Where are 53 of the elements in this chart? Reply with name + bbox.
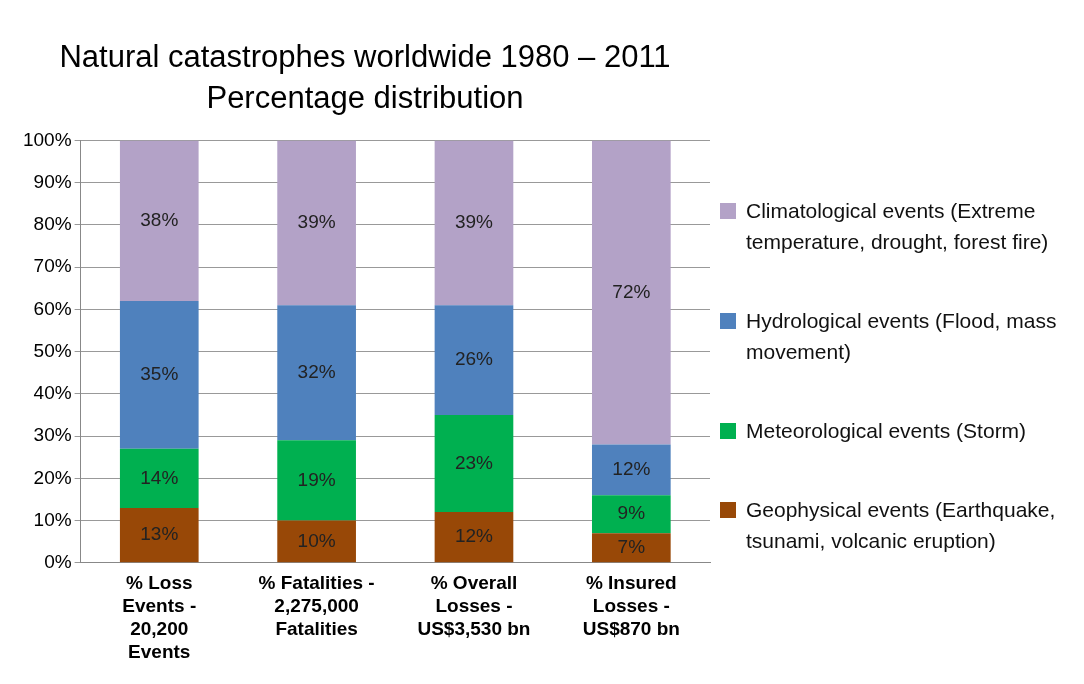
data-label: 72% — [612, 280, 651, 302]
data-label: 39% — [454, 211, 494, 232]
bar — [119, 448, 199, 508]
y-tick-label: 70% — [33, 255, 72, 277]
data-label: 23% — [454, 451, 494, 473]
bar — [277, 305, 356, 441]
y-tick-label: 60% — [33, 297, 72, 319]
data-label: 9% — [617, 502, 646, 524]
x-tick-label: % Overall Losses - US$3,530 bn — [417, 572, 531, 640]
data-label: 13% — [140, 523, 179, 545]
data-label: 26% — [454, 348, 494, 370]
data-label: 12% — [454, 525, 494, 547]
data-label: 7% — [617, 536, 646, 557]
y-tick-label: 10% — [33, 508, 72, 530]
data-label: 12% — [612, 458, 651, 480]
bar — [434, 512, 514, 563]
data-label: 32% — [297, 360, 336, 382]
bar — [434, 414, 514, 513]
data-label: 35% — [140, 363, 179, 385]
legend-label: Climatological events (Extreme temperature, drought, forest fire) — [746, 198, 1050, 255]
bar — [119, 140, 199, 301]
bar — [119, 300, 199, 449]
data-label: 19% — [297, 468, 336, 490]
data-label: 39% — [297, 211, 336, 232]
data-label: 10% — [297, 529, 336, 551]
bar — [591, 495, 671, 534]
data-label: 38% — [140, 208, 179, 230]
y-tick-label: 50% — [33, 339, 72, 361]
chart-subtitle: Percentage distribution — [206, 80, 524, 116]
bar — [434, 140, 514, 306]
bar — [277, 520, 356, 563]
y-tick-label: 80% — [33, 213, 72, 235]
bar — [277, 140, 356, 306]
x-tick-label: % Insured Losses - US$870 bn — [582, 572, 680, 640]
bar — [434, 305, 514, 415]
y-tick-label: 100% — [22, 128, 72, 150]
legend-label: Geophysical events (Earthquake, tsunami, volcanic eruption) — [746, 497, 1057, 554]
bar — [591, 140, 671, 445]
legend-label: Hydrological events (Flood, mass movement) — [746, 308, 1058, 365]
bar — [277, 440, 356, 521]
chart-title: Natural catastrophes worldwide 1980 – 2011 — [59, 39, 671, 75]
y-tick-label: 90% — [33, 170, 72, 192]
data-label: 14% — [140, 466, 179, 488]
x-tick-label: % Fatalities - 2,275,000 Fatalities — [258, 572, 375, 640]
bar — [119, 507, 199, 563]
legend-label: Meteorological events (Storm) — [746, 418, 1027, 444]
y-tick-label: 20% — [33, 466, 72, 488]
bar — [591, 444, 671, 496]
x-tick-label: % Loss Events - 20,200 Events — [122, 572, 197, 662]
y-tick-label: 30% — [33, 424, 72, 446]
y-tick-label: 0% — [44, 551, 72, 573]
bar — [591, 533, 671, 563]
y-tick-label: 40% — [33, 382, 72, 404]
